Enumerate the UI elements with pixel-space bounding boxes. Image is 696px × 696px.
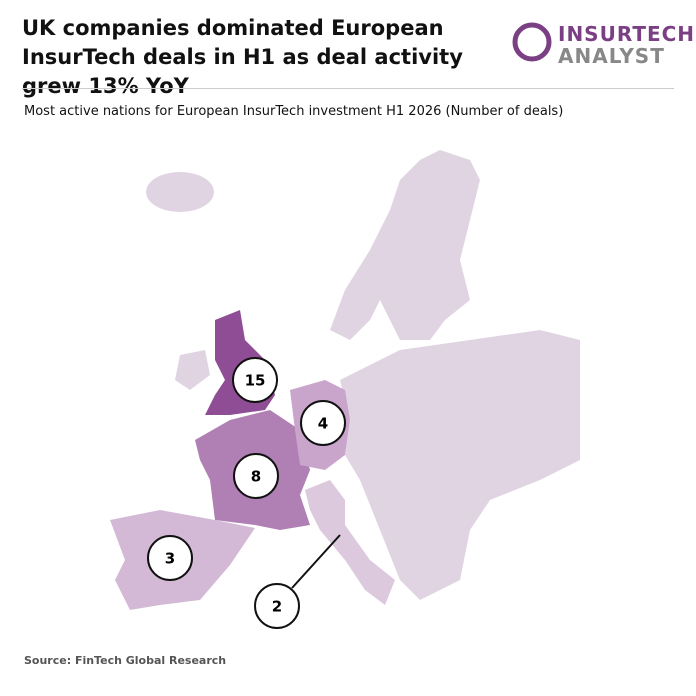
marker-circle [232, 357, 278, 403]
marker-circle [300, 400, 346, 446]
marker-circle [254, 583, 300, 629]
iceland [146, 172, 214, 212]
subtitle: Most active nations for European InsurTe… [24, 104, 564, 119]
marker: 3 [147, 535, 193, 581]
divider [22, 88, 674, 89]
leader-line [291, 534, 341, 589]
marker-label: 2 [272, 598, 282, 616]
logo-ring [512, 22, 552, 62]
italy [305, 480, 395, 605]
marker: 8 [233, 453, 279, 499]
marker-label: 15 [245, 372, 266, 390]
marker: 4 [300, 400, 346, 446]
marker-circle [233, 453, 279, 499]
marker-label: 3 [165, 550, 175, 568]
marker-label: 4 [318, 415, 328, 433]
logo-text: INSURTECH [558, 22, 696, 46]
ireland [175, 350, 210, 390]
scandinavia [330, 150, 480, 340]
logo-text: ANALYST [558, 44, 665, 68]
eastern-europe [340, 330, 580, 600]
marker: 15 [232, 357, 278, 403]
marker-label: 8 [251, 468, 261, 486]
source: Source: FinTech Global Research [24, 654, 227, 667]
marker: 2 [254, 583, 300, 629]
marker-circle [147, 535, 193, 581]
title: UK companies dominated European InsurTec… [22, 16, 463, 98]
